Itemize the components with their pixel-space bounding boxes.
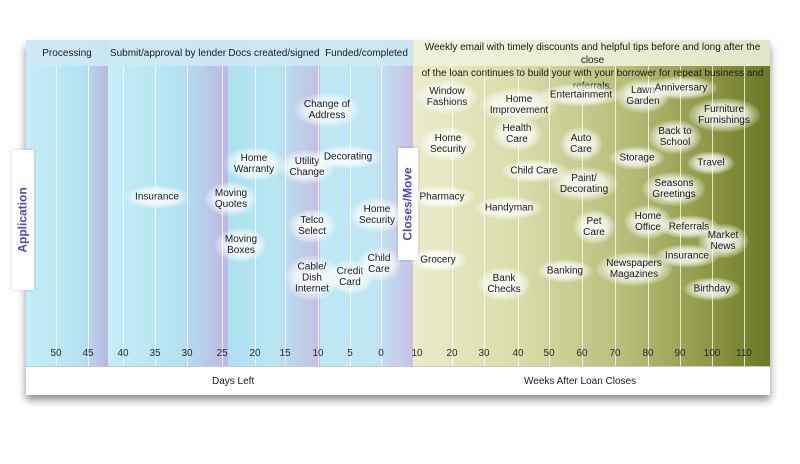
header-docs-created: Docs created/signed bbox=[228, 40, 320, 66]
timeline-panel: Processing Submit/approval by lender Doc… bbox=[12, 40, 770, 395]
item-furniture-furnishings: Furniture Furnishings bbox=[688, 98, 760, 132]
item-market-news: Market News bbox=[697, 224, 749, 258]
weeks-tick: 70 bbox=[609, 348, 621, 359]
weeks-tick: 40 bbox=[512, 348, 524, 359]
item-decorating: Decorating bbox=[313, 145, 383, 169]
item-banking: Banking bbox=[536, 259, 594, 283]
header-submit-approval: Submit/approval by lender bbox=[108, 40, 228, 66]
weeks-tick: 60 bbox=[576, 348, 588, 359]
days-tick: 0 bbox=[378, 348, 384, 359]
days-tick: 15 bbox=[279, 348, 291, 359]
weeks-tick: 10 bbox=[411, 348, 423, 359]
axis-strip: Days Left Weeks After Loan Closes bbox=[26, 366, 770, 395]
item-birthday: Birthday bbox=[683, 277, 741, 301]
weeks-after-axis-label: Weeks After Loan Closes bbox=[524, 376, 637, 387]
weeks-tick: 110 bbox=[736, 348, 752, 359]
item-home-warranty: Home Warranty bbox=[223, 147, 285, 181]
gridline bbox=[744, 66, 745, 366]
item-health-care: Health Care bbox=[492, 117, 542, 151]
item-child-care-right: Child Care bbox=[500, 159, 568, 183]
item-anniversary: Anniversary bbox=[644, 76, 718, 100]
item-moving-quotes: Moving Quotes bbox=[204, 182, 258, 216]
header-processing: Processing bbox=[26, 40, 108, 66]
item-home-security-right: Home Security bbox=[419, 127, 477, 161]
item-cable-dish-internet: Cable/Dish Internet bbox=[285, 255, 339, 301]
band-processing bbox=[26, 40, 108, 366]
days-tick: 20 bbox=[249, 348, 261, 359]
item-paint-decorating: Paint/Decorating bbox=[549, 167, 619, 201]
item-pharmacy: Pharmacy bbox=[409, 185, 475, 209]
item-storage: Storage bbox=[609, 146, 665, 170]
gridline bbox=[222, 66, 223, 366]
days-tick: 45 bbox=[82, 348, 94, 359]
weeks-tick: 30 bbox=[478, 348, 490, 359]
application-label: Application bbox=[16, 187, 30, 253]
gridline bbox=[88, 66, 89, 366]
item-travel: Travel bbox=[687, 151, 735, 175]
closes-move-label: Closes/Move bbox=[401, 167, 416, 241]
gridline bbox=[285, 66, 286, 366]
days-tick: 30 bbox=[181, 348, 193, 359]
gridline bbox=[615, 66, 616, 366]
item-bank-checks: Bank Checks bbox=[477, 267, 531, 301]
gridline bbox=[187, 66, 188, 366]
header-funded-completed: Funded/completed bbox=[320, 40, 413, 66]
closes-move-tab: Closes/Move bbox=[398, 148, 418, 260]
item-auto-care: Auto Care bbox=[560, 127, 602, 161]
gridline bbox=[56, 66, 57, 366]
weeks-tick: 90 bbox=[674, 348, 686, 359]
weeks-tick: 80 bbox=[642, 348, 654, 359]
item-window-fashions: Window Fashions bbox=[416, 80, 478, 114]
days-tick: 10 bbox=[312, 348, 324, 359]
weeks-tick: 100 bbox=[703, 348, 721, 359]
item-moving-boxes: Moving Boxes bbox=[214, 228, 268, 262]
days-tick: 5 bbox=[347, 348, 353, 359]
header-weekly-email: Weekly email with timely discounts and h… bbox=[415, 40, 770, 92]
item-home-security-left: Home Security bbox=[348, 198, 406, 232]
gridline bbox=[452, 66, 453, 366]
item-insurance-left: Insurance bbox=[125, 185, 189, 209]
item-pet-care: Pet Care bbox=[573, 210, 615, 244]
item-entertainment: Entertainment bbox=[539, 83, 623, 107]
header-email-line-1: Weekly email with timely discounts and h… bbox=[424, 42, 761, 66]
weeks-tick: 20 bbox=[446, 348, 458, 359]
weeks-tick: 50 bbox=[543, 348, 555, 359]
days-tick: 40 bbox=[117, 348, 129, 359]
application-tab: Application bbox=[12, 150, 34, 290]
item-change-of-address: Change of Address bbox=[293, 93, 361, 127]
days-tick: 25 bbox=[216, 348, 228, 359]
item-child-care-left: Child Care bbox=[357, 247, 401, 281]
gridline bbox=[712, 66, 713, 366]
item-telco-select: Telco Select bbox=[288, 209, 336, 243]
gridline bbox=[255, 66, 256, 366]
days-left-axis-label: Days Left bbox=[212, 376, 255, 387]
gridline bbox=[549, 66, 550, 366]
item-seasons-greetings: Seasons Greetings bbox=[642, 172, 706, 206]
tick-row: 50 45 40 35 30 25 20 15 10 5 0 10 20 30 … bbox=[26, 342, 770, 366]
gridline bbox=[123, 66, 124, 366]
gridline bbox=[155, 66, 156, 366]
item-handyman: Handyman bbox=[474, 196, 544, 220]
item-grocery: Grocery bbox=[410, 248, 466, 272]
item-back-to-school: Back to School bbox=[648, 120, 702, 154]
days-tick: 35 bbox=[149, 348, 161, 359]
days-tick: 50 bbox=[50, 348, 62, 359]
